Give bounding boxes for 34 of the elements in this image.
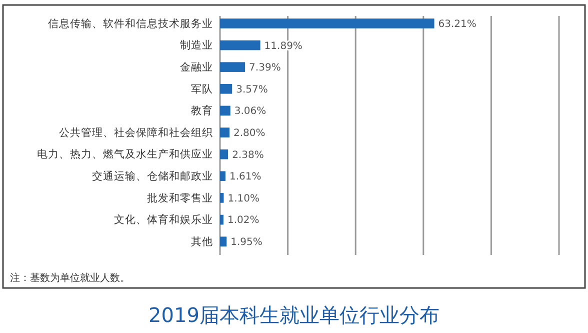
y-tick-label: 金融业 — [180, 60, 213, 74]
data-label: 63.21% — [438, 18, 476, 30]
data-label: 1.95% — [230, 237, 262, 248]
text: 2019届本科生就业单位行业分布 — [148, 303, 440, 327]
bar — [220, 236, 227, 246]
y-tick-label: 制造业 — [180, 38, 213, 52]
y-tick-label: 教育 — [191, 104, 213, 118]
y-tick-label: 文化、体育和娱乐业 — [114, 213, 213, 226]
bar — [220, 149, 228, 160]
bar — [220, 193, 224, 203]
bar — [220, 84, 232, 94]
bar — [220, 40, 260, 50]
bar — [220, 214, 224, 225]
bar — [220, 62, 246, 72]
data-label: 2.38% — [232, 150, 264, 161]
bar — [220, 128, 230, 138]
data-label: 2.80% — [233, 128, 266, 139]
data-label: 1.10% — [228, 193, 260, 204]
y-tick-label: 电力、热力、燃气及水生产和供应业 — [37, 148, 213, 161]
data-label: 7.39% — [249, 62, 281, 74]
y-tick-label: 其他 — [191, 234, 213, 248]
y-tick-label: 批发和零售业 — [147, 191, 213, 204]
y-tick-label: 信息传输、软件和信息技术服务业 — [48, 16, 213, 30]
y-tick-label: 军队 — [191, 83, 213, 96]
data-label: 3.57% — [236, 84, 268, 96]
data-label: 3.06% — [234, 106, 266, 118]
data-label: 1.02% — [227, 215, 260, 226]
bar — [220, 18, 434, 28]
bar — [220, 171, 226, 182]
text: 注：基数为单位就业人数。 — [10, 272, 130, 284]
data-label: 1.61% — [229, 172, 262, 183]
y-tick-label: 公共管理、社会保障和社会组织 — [59, 126, 213, 139]
y-tick-label: 交通运输、仓储和邮政业 — [92, 169, 213, 182]
bar — [220, 106, 230, 116]
